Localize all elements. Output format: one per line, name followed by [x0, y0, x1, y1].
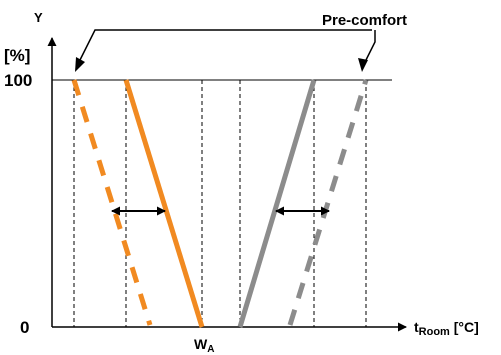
wa-label-sub: A	[207, 344, 214, 355]
precomfort-callout	[78, 29, 376, 63]
guide-lines	[73, 80, 367, 327]
cooling-precomfort-line	[287, 79, 369, 326]
y-tick-100: 100	[4, 71, 32, 90]
precomfort-label: Pre-comfort	[322, 12, 407, 29]
heating-line	[123, 79, 205, 328]
y-axis-letter: Y	[34, 10, 43, 25]
callout-arrow-left	[75, 57, 85, 72]
wa-label: WA	[194, 336, 214, 355]
callout-line-right	[364, 30, 376, 63]
wa-label-main: W	[194, 336, 208, 352]
heating-precomfort-line	[71, 79, 153, 326]
callout-line-left	[78, 29, 372, 63]
x-axis-label: tRoom [°C]	[414, 319, 479, 338]
callout-arrow-right	[358, 58, 368, 72]
y-tick-0: 0	[20, 318, 29, 337]
x-axis-label-unit: [°C]	[450, 319, 479, 335]
x-axis-label-main: t	[414, 319, 419, 335]
y-unit-label: [%]	[4, 46, 30, 65]
x-axis-label-sub: Room	[419, 326, 450, 338]
cooling-line	[237, 79, 317, 328]
